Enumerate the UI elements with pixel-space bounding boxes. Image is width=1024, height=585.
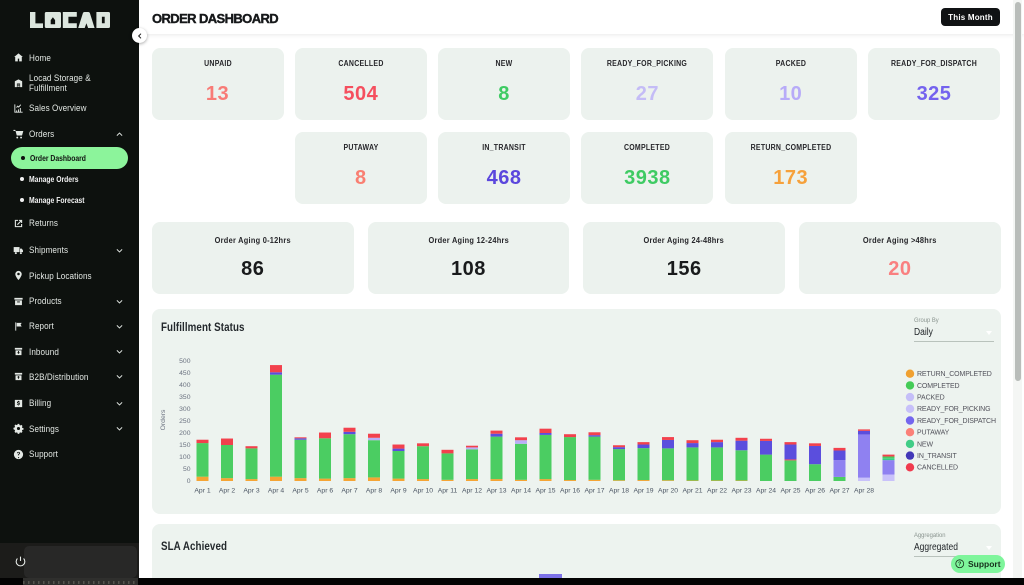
svg-text:CANCELLED: CANCELLED bbox=[917, 465, 958, 472]
svg-text:Apr 8: Apr 8 bbox=[365, 488, 381, 495]
svg-text:400: 400 bbox=[179, 382, 191, 389]
svg-text:450: 450 bbox=[179, 370, 191, 377]
svg-text:100: 100 bbox=[179, 454, 191, 461]
svg-text:300: 300 bbox=[179, 406, 191, 413]
svg-text:Apr 28: Apr 28 bbox=[853, 488, 873, 495]
svg-text:READY_FOR_DISPATCH: READY_FOR_DISPATCH bbox=[917, 418, 996, 425]
svg-text:RETURN_COMPLETED: RETURN_COMPLETED bbox=[917, 371, 992, 378]
svg-text:?: ? bbox=[959, 562, 963, 568]
svg-text:Apr 4: Apr 4 bbox=[267, 488, 283, 495]
svg-text:Apr 10: Apr 10 bbox=[412, 488, 432, 495]
svg-text:Apr 1: Apr 1 bbox=[194, 488, 210, 495]
svg-text:NEW: NEW bbox=[917, 441, 933, 448]
svg-text:Apr 23: Apr 23 bbox=[731, 488, 751, 495]
svg-text:Apr 7: Apr 7 bbox=[341, 488, 357, 495]
svg-text:Apr 14: Apr 14 bbox=[510, 488, 530, 495]
svg-text:Apr 17: Apr 17 bbox=[584, 488, 604, 495]
svg-text:Orders: Orders bbox=[160, 409, 167, 430]
svg-text:Apr 11: Apr 11 bbox=[437, 488, 457, 495]
svg-text:Apr 15: Apr 15 bbox=[535, 488, 555, 495]
svg-text:Apr 9: Apr 9 bbox=[390, 488, 406, 495]
svg-text:Apr 25: Apr 25 bbox=[780, 488, 800, 495]
svg-text:200: 200 bbox=[179, 430, 191, 437]
svg-text:150: 150 bbox=[179, 442, 191, 449]
svg-text:350: 350 bbox=[179, 394, 191, 401]
svg-text:Apr 12: Apr 12 bbox=[461, 488, 481, 495]
svg-text:0: 0 bbox=[186, 478, 190, 485]
svg-text:Apr 21: Apr 21 bbox=[682, 488, 702, 495]
svg-text:Apr 22: Apr 22 bbox=[706, 488, 726, 495]
svg-text:READY_FOR_PICKING: READY_FOR_PICKING bbox=[917, 406, 990, 413]
svg-text:Apr 24: Apr 24 bbox=[755, 488, 775, 495]
svg-text:Apr 2: Apr 2 bbox=[218, 488, 234, 495]
svg-text:Apr 5: Apr 5 bbox=[292, 488, 308, 495]
svg-text:Apr 18: Apr 18 bbox=[608, 488, 628, 495]
svg-text:500: 500 bbox=[179, 358, 191, 365]
svg-text:50: 50 bbox=[182, 466, 190, 473]
svg-text:Apr 27: Apr 27 bbox=[829, 488, 849, 495]
svg-text:IN_TRANSIT: IN_TRANSIT bbox=[917, 453, 957, 460]
svg-text:COMPLETED: COMPLETED bbox=[917, 383, 960, 390]
svg-text:Apr 3: Apr 3 bbox=[243, 488, 259, 495]
svg-text:PUTAWAY: PUTAWAY bbox=[917, 430, 950, 437]
svg-text:Apr 19: Apr 19 bbox=[633, 488, 653, 495]
svg-text:Apr 6: Apr 6 bbox=[316, 488, 332, 495]
svg-text:Apr 13: Apr 13 bbox=[486, 488, 506, 495]
svg-text:Apr 20: Apr 20 bbox=[657, 488, 677, 495]
svg-text:250: 250 bbox=[179, 418, 191, 425]
svg-text:PACKED: PACKED bbox=[917, 395, 945, 402]
svg-text:Apr 16: Apr 16 bbox=[559, 488, 579, 495]
svg-text:Apr 26: Apr 26 bbox=[804, 488, 824, 495]
